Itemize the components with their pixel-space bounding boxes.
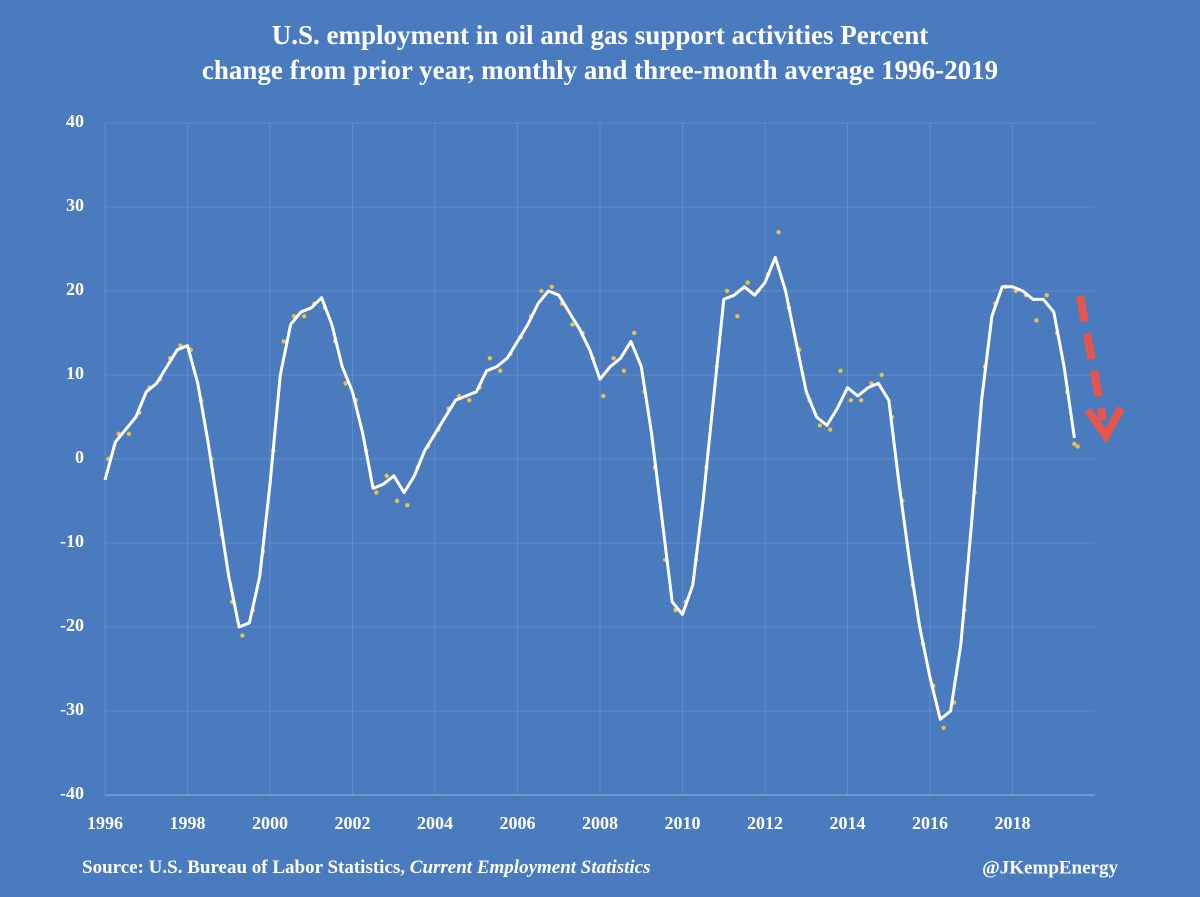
monthly-dot bbox=[343, 381, 348, 386]
x-tick-label: 2006 bbox=[500, 813, 536, 833]
monthly-dot bbox=[405, 503, 410, 508]
monthly-dot bbox=[941, 725, 946, 730]
monthly-dot bbox=[374, 490, 379, 495]
monthly-dot bbox=[858, 398, 864, 403]
arrow-head bbox=[1084, 406, 1125, 444]
y-tick-label: -30 bbox=[60, 699, 84, 719]
x-tick-label: 1996 bbox=[87, 813, 123, 833]
chart-title: U.S. employment in oil and gas support a… bbox=[272, 20, 929, 50]
x-tick-label: 2012 bbox=[747, 813, 783, 833]
monthly-dot bbox=[126, 431, 132, 436]
monthly-dot bbox=[467, 398, 472, 403]
x-tick-label: 1998 bbox=[170, 813, 206, 833]
chart-title: change from prior year, monthly and thre… bbox=[202, 55, 998, 85]
y-tick-label: -10 bbox=[60, 531, 84, 551]
average-line bbox=[103, 255, 1076, 721]
source-text: Source: U.S. Bureau of Labor Statistics, bbox=[82, 857, 405, 878]
x-tick-label: 2002 bbox=[335, 813, 371, 833]
monthly-dot bbox=[776, 230, 781, 235]
y-tick-label: -40 bbox=[60, 783, 84, 803]
monthly-dot bbox=[848, 398, 853, 403]
monthly-dot bbox=[281, 339, 286, 344]
monthly-dot bbox=[621, 368, 627, 373]
monthly-dot bbox=[1034, 318, 1039, 323]
monthly-dot bbox=[549, 284, 554, 289]
monthly-dot bbox=[539, 288, 544, 294]
x-tick-label: 2008 bbox=[582, 813, 618, 833]
monthly-dot bbox=[632, 330, 637, 336]
y-tick-label: 30 bbox=[66, 195, 84, 215]
monthly-dot bbox=[879, 372, 884, 378]
y-tick-label: -20 bbox=[60, 615, 84, 635]
x-tick-label: 2000 bbox=[252, 813, 288, 833]
x-tick-label: 2004 bbox=[417, 813, 453, 833]
plot-area: -40 -30 -20 -10 0 10 20 30 40 1996 1998 2000 2002 200… bbox=[60, 111, 1095, 833]
credit: @JKempEnergy bbox=[982, 857, 1118, 878]
arrow-shaft bbox=[1076, 295, 1107, 421]
source-italic: Current Employment Statistics bbox=[410, 857, 651, 878]
source: Source: U.S. Bureau of Labor Statistics,… bbox=[82, 857, 651, 878]
y-tick-label: 10 bbox=[66, 363, 84, 383]
monthly-dot bbox=[497, 368, 503, 373]
x-tick-label: 2014 bbox=[830, 813, 866, 833]
monthly-dot bbox=[240, 633, 245, 638]
monthly-dot bbox=[827, 427, 833, 432]
monthly-dot bbox=[1044, 293, 1049, 298]
monthly-dot bbox=[735, 314, 740, 319]
monthly-dot bbox=[745, 280, 750, 285]
x-tick-label: 2010 bbox=[665, 813, 701, 833]
y-tick-label: 0 bbox=[75, 447, 84, 467]
monthly-dot bbox=[1072, 441, 1077, 447]
x-tick-label: 2018 bbox=[995, 813, 1031, 833]
monthly-dot bbox=[394, 498, 400, 504]
monthly-dot bbox=[838, 368, 843, 373]
y-tick-label: 20 bbox=[66, 279, 84, 299]
monthly-dot bbox=[1075, 444, 1080, 449]
x-tick-label: 2016 bbox=[912, 813, 948, 833]
monthly-dot bbox=[384, 473, 389, 478]
monthly-dot bbox=[611, 356, 616, 361]
monthly-dot bbox=[487, 356, 493, 361]
monthly-dot bbox=[724, 288, 730, 294]
monthly-dot bbox=[817, 423, 823, 428]
arrow-annotation bbox=[1076, 295, 1125, 444]
monthly-dot bbox=[570, 322, 575, 327]
monthly-dot bbox=[302, 314, 307, 319]
y-tick-label: 40 bbox=[66, 111, 84, 131]
monthly-dot bbox=[601, 393, 606, 399]
